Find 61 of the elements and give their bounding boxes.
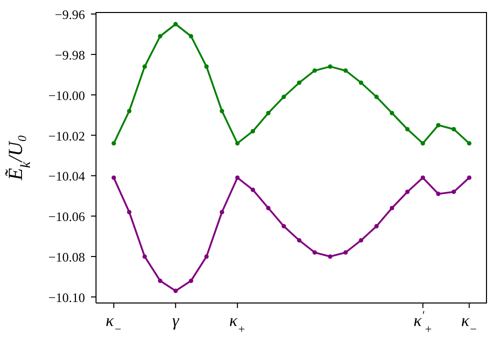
point <box>420 176 426 180</box>
line-series <box>112 176 472 294</box>
point <box>436 122 441 128</box>
point <box>220 108 224 114</box>
point <box>112 176 116 180</box>
point <box>312 250 317 255</box>
point <box>358 238 364 243</box>
point <box>127 210 132 214</box>
point <box>374 224 379 228</box>
point <box>328 254 332 259</box>
y-tick-label: −10.10 <box>48 290 85 305</box>
point <box>282 94 286 100</box>
y-tick-label: −10.04 <box>48 168 86 184</box>
x-tick-label: κ$_{−}$ <box>106 311 122 336</box>
point <box>266 110 271 116</box>
point <box>312 68 317 73</box>
point <box>297 80 302 85</box>
point <box>235 141 240 146</box>
point <box>328 64 332 69</box>
point <box>235 176 240 180</box>
point <box>405 190 410 194</box>
point <box>188 34 194 38</box>
point <box>436 192 441 196</box>
point <box>282 224 286 228</box>
point <box>405 127 410 132</box>
point <box>112 141 116 146</box>
point <box>158 34 162 38</box>
point <box>420 141 426 146</box>
point <box>452 190 456 194</box>
point <box>127 108 132 114</box>
y-tick-label: −10.06 <box>48 209 86 224</box>
point <box>173 22 178 26</box>
point <box>204 254 209 259</box>
point <box>173 288 178 294</box>
y-tick-label: −9.96 <box>54 7 86 22</box>
point <box>390 206 394 210</box>
point <box>452 127 456 132</box>
y-tick-label: −10.08 <box>48 250 85 265</box>
point <box>250 129 256 134</box>
point <box>467 141 472 146</box>
point <box>188 278 194 283</box>
y-tick-label: −9.98 <box>54 47 85 62</box>
point <box>266 206 271 210</box>
point <box>220 210 224 214</box>
point <box>374 94 379 100</box>
point <box>204 64 209 69</box>
point <box>250 188 256 192</box>
x-tick-label: κ$_{+}$ <box>229 311 246 336</box>
point <box>158 278 162 283</box>
x-tick-label: κ$_{−}$ <box>461 311 478 336</box>
point <box>358 80 364 85</box>
point <box>467 176 472 180</box>
point <box>142 64 147 69</box>
point <box>343 68 348 73</box>
y-tick-label: −10.02 <box>48 128 85 144</box>
x-tick-label: γ <box>172 311 180 330</box>
point <box>343 250 348 255</box>
point <box>390 110 394 116</box>
y-tick-label: −10.00 <box>48 88 85 103</box>
point <box>297 238 302 243</box>
point <box>142 254 147 259</box>
